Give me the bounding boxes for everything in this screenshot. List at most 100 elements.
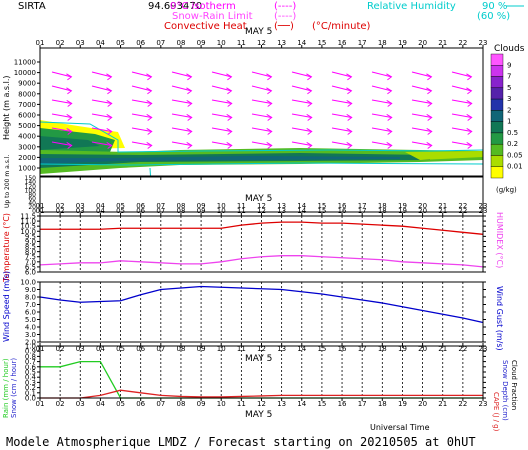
x-tick-label: 16 [338, 202, 347, 210]
wind-arrowhead [226, 87, 233, 95]
series-humidex [39, 255, 484, 268]
wind-arrow [451, 113, 472, 118]
wind-arrowhead [266, 73, 273, 81]
temp-ylabel: Temperature (°C) [2, 213, 11, 283]
wind-arrow [211, 127, 232, 132]
wind-arrowhead [466, 142, 473, 149]
x-tick-label: 09 [197, 345, 206, 353]
wind-arrow [51, 141, 72, 146]
x-tick-label: 11 [237, 400, 246, 408]
wind-arrowhead [66, 142, 73, 149]
lower-height-tick-label: 150 [25, 175, 37, 182]
x-tick-label: 06 [136, 202, 145, 210]
x-tick-label: 03 [76, 345, 85, 353]
colorbar-swatch [490, 143, 504, 156]
wind-arrowhead [426, 100, 433, 107]
wind-arrowhead [186, 128, 193, 135]
wind-arrowhead [106, 128, 113, 135]
wind-arrowhead [426, 114, 433, 121]
wind-arrowhead [346, 114, 353, 121]
wind-arrow [411, 141, 432, 146]
wind-arrow [411, 113, 432, 118]
x-tick-label: 07 [156, 39, 165, 47]
y-tick-label: 8.5 [25, 243, 36, 251]
colorbar-tick-label: 3 [507, 95, 511, 103]
x-tick-label: 23 [479, 345, 488, 353]
colorbar-title: Clouds [494, 44, 525, 54]
x-tick-label: 02 [56, 39, 65, 47]
x-tick-label: 13 [277, 207, 286, 215]
wind-arrowhead [226, 73, 233, 81]
x-tick-label: 23 [479, 400, 488, 408]
x-tick-label: 03 [76, 202, 85, 210]
wind-arrowhead [426, 128, 433, 135]
wind-arrow [171, 71, 192, 78]
x-tick-label: 01 [36, 202, 45, 210]
x-tick-label: 19 [398, 202, 407, 210]
wind-arrow [451, 85, 472, 92]
x-tick-label: 14 [297, 207, 306, 215]
x-tick-label: 07 [156, 400, 165, 408]
x-tick-label: 17 [358, 400, 367, 408]
x-tick-label: 23 [479, 207, 488, 215]
wind-arrowhead [386, 114, 393, 121]
y-tick-label: 0.1 [25, 389, 36, 397]
wind-arrow [291, 85, 312, 92]
height-tick-label: 6000 [18, 112, 36, 120]
x-tick-label: 06 [136, 207, 145, 215]
colorbar-tick-label: 0.2 [507, 140, 518, 148]
x-tick-label: 16 [338, 207, 347, 215]
wind-arrow [291, 99, 312, 104]
precip-bottom-label: MAY 5 [245, 410, 272, 420]
legend-rh-v1: 90 % [482, 1, 507, 12]
wind-arrowhead [66, 128, 73, 135]
wind-arrow [131, 127, 152, 132]
wind-arrow [411, 99, 432, 104]
wind-arrow [251, 113, 272, 118]
wind-arrowhead [306, 142, 313, 149]
legend-convective-sample: (──) [274, 21, 294, 32]
wind-arrow [51, 99, 72, 104]
x-tick-label: 04 [96, 400, 105, 408]
x-tick-label: 07 [156, 202, 165, 210]
wind-arrow [131, 85, 152, 92]
y-tick-label: 0.9 [25, 348, 36, 356]
x-tick-label: 14 [297, 400, 306, 408]
x-tick-label: 18 [378, 345, 387, 353]
height-tick-label: 10000 [14, 69, 36, 77]
humidex-ylabel: HUMIDEX (°C) [495, 212, 504, 268]
wind-arrowhead [466, 73, 473, 81]
wind-arrow [251, 141, 272, 146]
x-tick-label: 04 [96, 202, 105, 210]
y-tick-label: 10.0 [20, 279, 36, 287]
wind-arrow [251, 85, 272, 92]
wind-arrow [211, 99, 232, 104]
x-tick-label: 08 [176, 202, 185, 210]
y-tick-label: 10.5 [20, 223, 36, 231]
precip-panel: 1.00.90.80.70.60.50.40.30.20.10.001 02 03 0… [25, 343, 488, 409]
wind-arrowhead [466, 87, 473, 95]
y-tick-label: 0.6 [25, 363, 37, 371]
legend-isotherm-sample: (----) [274, 1, 296, 12]
lower-height-tick-label: 80 [28, 192, 36, 199]
x-tick-label: 14 [297, 202, 306, 210]
wind-arrow [171, 99, 192, 104]
y-tick-label: 6.5 [25, 263, 36, 271]
wind-arrowhead [386, 128, 393, 135]
x-tick-label: 06 [136, 400, 145, 408]
legend-rh-label: Relative Humidity [367, 1, 456, 12]
y-tick-label: 1.0 [25, 343, 36, 351]
wind-arrow [371, 99, 392, 104]
x-tick-label: 10 [217, 39, 226, 47]
gust-ylabel: Wind Gust (m/s) [495, 286, 504, 351]
clouds-panel: 01 02 03 04 05 06 07 08 09 10 11 12 13 14 15 16 17 18 19 20… [14, 39, 487, 201]
height-ylabel: Height (m a.s.l.) [2, 76, 11, 141]
wind-arrowhead [386, 87, 393, 95]
wind-panel: 10.09.08.07.06.05.04.03.02.0 [20, 279, 486, 347]
legend-isotherm-label: 0°C isotherm [170, 1, 236, 12]
colorbar-swatch [490, 98, 504, 111]
x-tick-label: 23 [479, 202, 488, 210]
wind-arrowhead [106, 100, 113, 107]
y-tick-label: 6.0 [25, 309, 36, 317]
x-tick-label: 06 [136, 39, 145, 47]
